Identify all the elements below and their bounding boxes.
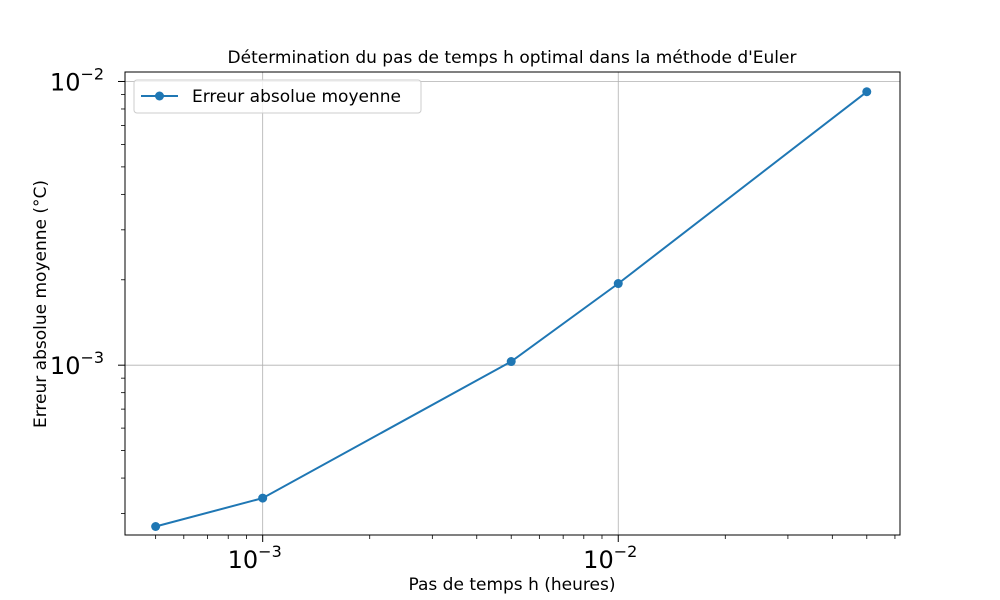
x-axis-ticks: 10−3 10−2: [155, 535, 896, 574]
data-point: [506, 357, 516, 367]
data-point: [613, 279, 623, 289]
legend: Erreur absolue moyenne: [133, 79, 422, 114]
series-layer: [151, 87, 872, 531]
y-axis-label: Erreur absolue moyenne (°C): [31, 180, 51, 428]
chart-title: Détermination du pas de temps h optimal …: [228, 48, 797, 68]
legend-marker: [155, 91, 164, 101]
x-axis-label: Pas de temps h (heures): [409, 575, 616, 595]
data-point: [258, 493, 268, 503]
data-point: [862, 87, 872, 97]
y-tick-label: 10−3: [50, 348, 104, 380]
y-tick-label: 10−2: [50, 64, 104, 96]
legend-label: Erreur absolue moyenne: [192, 87, 401, 107]
plot-frame: [124, 71, 901, 536]
x-tick-label: 10−2: [583, 542, 637, 574]
x-tick-label: 10−3: [228, 542, 282, 574]
data-point: [151, 521, 161, 531]
legend-box: [133, 79, 422, 114]
y-axis-ticks: 10−3 10−2: [50, 64, 125, 514]
